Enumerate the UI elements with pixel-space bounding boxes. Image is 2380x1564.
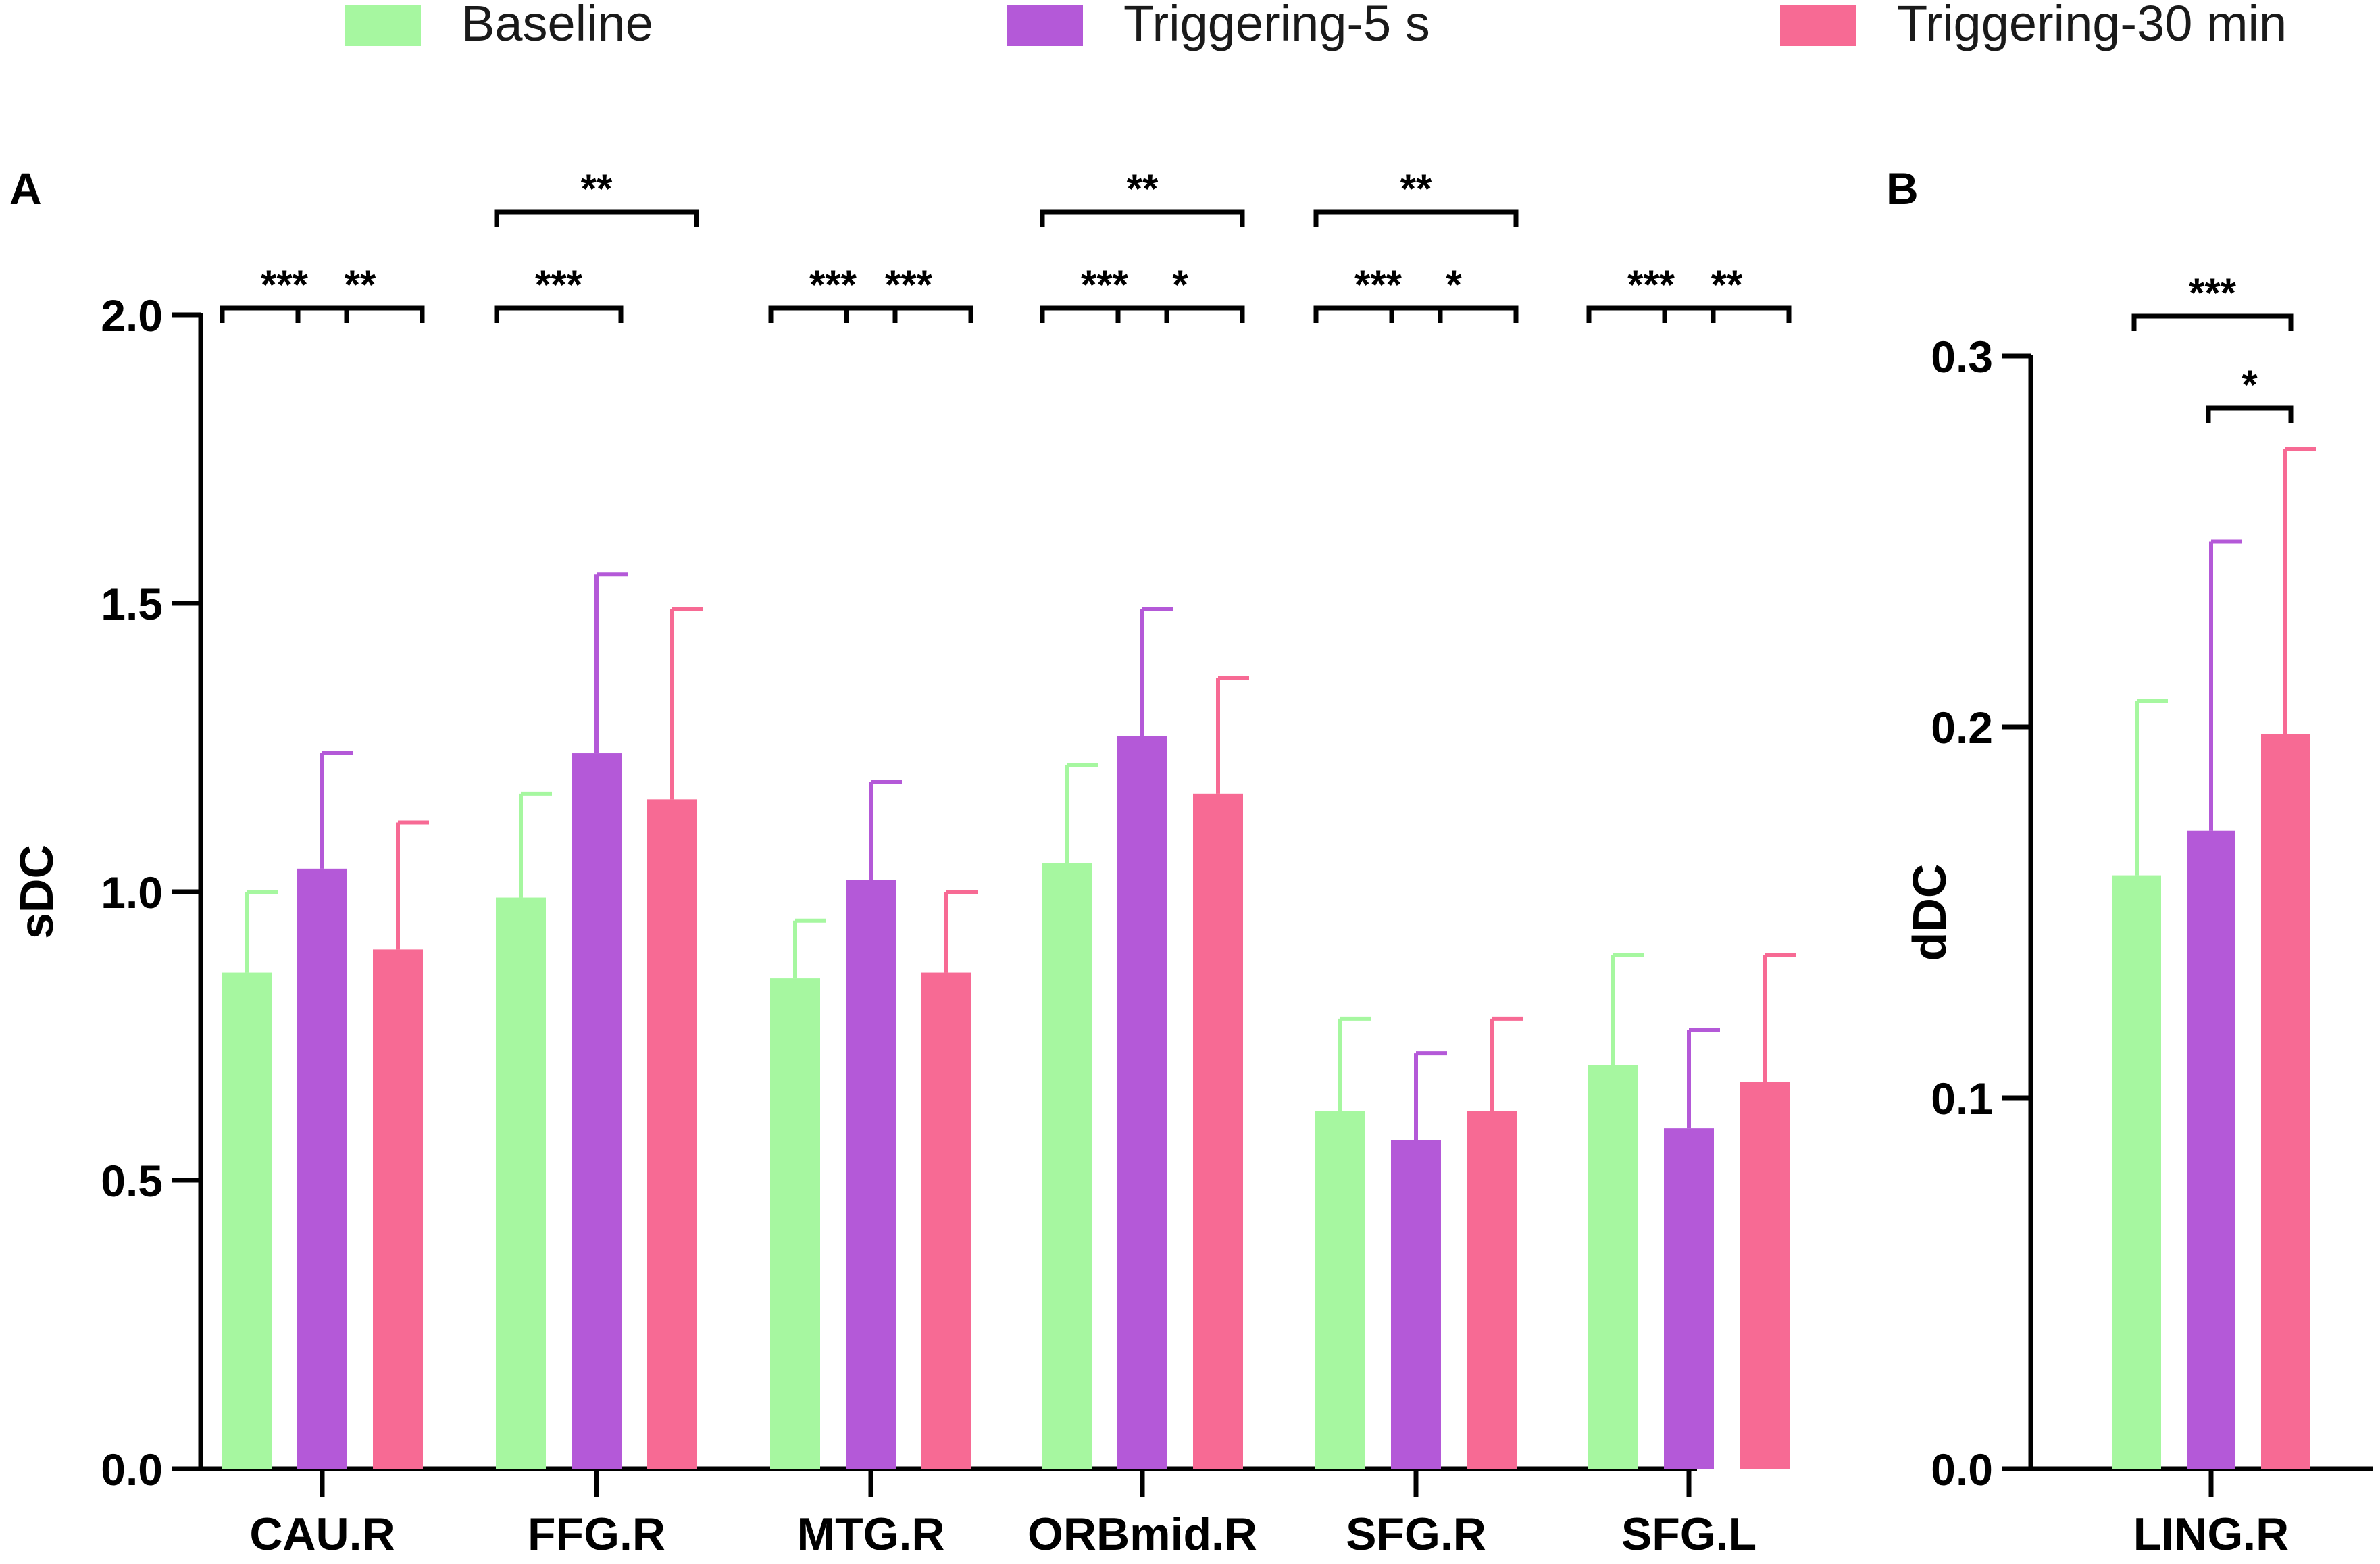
significance-bracket	[298, 308, 422, 323]
significance-label: ***	[535, 262, 583, 307]
legend-label-baseline: Baseline	[461, 0, 653, 51]
panel-a-y-axis-title: sDC	[10, 844, 63, 939]
significance-bracket	[1316, 212, 1516, 227]
panel-a-category-label-orbmid-r: ORBmid.R	[1028, 1509, 1257, 1560]
significance-bracket	[2208, 408, 2291, 423]
panel-b-y-tick-label: 0.2	[1931, 703, 1993, 753]
panel-a-y-tick-label: 1.5	[101, 579, 163, 629]
legend-swatch-triggering-30-min	[1780, 5, 1856, 46]
bar-ffg-r-triggering-5-s	[572, 753, 622, 1469]
panel-a-y-tick-label: 2.0	[101, 291, 163, 340]
significance-label: ***	[1354, 262, 1402, 307]
bar-sfg-r-triggering-5-s	[1391, 1140, 1441, 1469]
significance-label: **	[1127, 166, 1159, 211]
panel-a-category-label-cau-r: CAU.R	[249, 1509, 395, 1560]
significance-label: ***	[885, 262, 933, 307]
panel-b-y-tick-label: 0.0	[1931, 1444, 1993, 1494]
significance-bracket	[1118, 308, 1242, 323]
bar-orbmid-r-baseline	[1042, 863, 1092, 1469]
significance-label: **	[1400, 166, 1432, 211]
significance-label: **	[1711, 262, 1743, 307]
panel-a-y-tick-label: 0.5	[101, 1156, 163, 1206]
significance-bracket	[1042, 212, 1242, 227]
bar-sfg-l-triggering-5-s	[1664, 1128, 1714, 1469]
panel-b-y-tick-label: 0.3	[1931, 332, 1993, 382]
significance-bracket	[846, 308, 971, 323]
panel-a-y-tick-label: 0.0	[101, 1444, 163, 1494]
panel-a-y-tick-label: 1.0	[101, 867, 163, 917]
figure: Baseline Triggering-5 s Triggering-30 min …	[0, 0, 2380, 1564]
panel-a-label: A	[9, 163, 42, 213]
panel-b-y-tick-label: 0.1	[1931, 1074, 1993, 1124]
significance-label: ***	[1081, 262, 1129, 307]
panel-a-category-label-sfg-r: SFG.R	[1346, 1509, 1486, 1560]
legend-label-triggering-5-s: Triggering-5 s	[1123, 0, 1430, 51]
significance-label: ***	[2189, 270, 2237, 316]
significance-label: ***	[809, 262, 857, 307]
bar-cau-r-baseline	[222, 973, 272, 1469]
panel-a-category-label-sfg-l: SFG.L	[1621, 1509, 1756, 1560]
bar-mtg-r-triggering-5-s	[846, 880, 896, 1469]
significance-label: **	[345, 262, 376, 307]
legend-swatch-baseline	[345, 5, 421, 46]
bar-sfg-l-baseline	[1588, 1065, 1638, 1469]
bar-cau-r-triggering-5-s	[297, 869, 347, 1469]
bar-sfg-r-triggering-30-min	[1467, 1111, 1517, 1469]
bar-mtg-r-baseline	[770, 978, 820, 1469]
panel-b-y-axis-title: dDC	[1903, 864, 1956, 961]
legend-swatch-triggering-5-s	[1007, 5, 1083, 46]
panel-b-category-label-ling-r: LING.R	[2133, 1509, 2289, 1560]
legend: Baseline Triggering-5 s Triggering-30 min	[345, 0, 2287, 51]
bar-orbmid-r-triggering-30-min	[1193, 794, 1243, 1469]
significance-bracket	[2134, 316, 2291, 331]
panel-a-category-label-mtg-r: MTG.R	[796, 1509, 944, 1560]
bar-ffg-r-baseline	[496, 898, 546, 1469]
bar-orbmid-r-triggering-5-s	[1117, 736, 1167, 1469]
legend-label-triggering-30-min: Triggering-30 min	[1897, 0, 2287, 51]
bar-cau-r-triggering-30-min	[373, 949, 423, 1469]
significance-bracket	[497, 308, 621, 323]
significance-label: ***	[1627, 262, 1675, 307]
significance-label: *	[2242, 362, 2258, 407]
significance-bracket	[1392, 308, 1516, 323]
bar-mtg-r-triggering-30-min	[921, 973, 971, 1469]
bar-ling-r-baseline	[2112, 876, 2161, 1469]
significance-label: **	[581, 166, 613, 211]
bar-ffg-r-triggering-30-min	[647, 799, 697, 1469]
significance-bracket	[1665, 308, 1789, 323]
significance-label: *	[1172, 262, 1188, 307]
significance-label: ***	[261, 262, 309, 307]
bar-ling-r-triggering-5-s	[2187, 831, 2235, 1469]
panel-b-label: B	[1886, 163, 1919, 213]
significance-bracket	[497, 212, 697, 227]
significance-label: *	[1446, 262, 1462, 307]
panel-a-category-label-ffg-r: FFG.R	[528, 1509, 665, 1560]
bar-sfg-l-triggering-30-min	[1740, 1082, 1790, 1469]
bar-sfg-r-baseline	[1315, 1111, 1365, 1469]
bar-ling-r-triggering-30-min	[2261, 734, 2310, 1469]
